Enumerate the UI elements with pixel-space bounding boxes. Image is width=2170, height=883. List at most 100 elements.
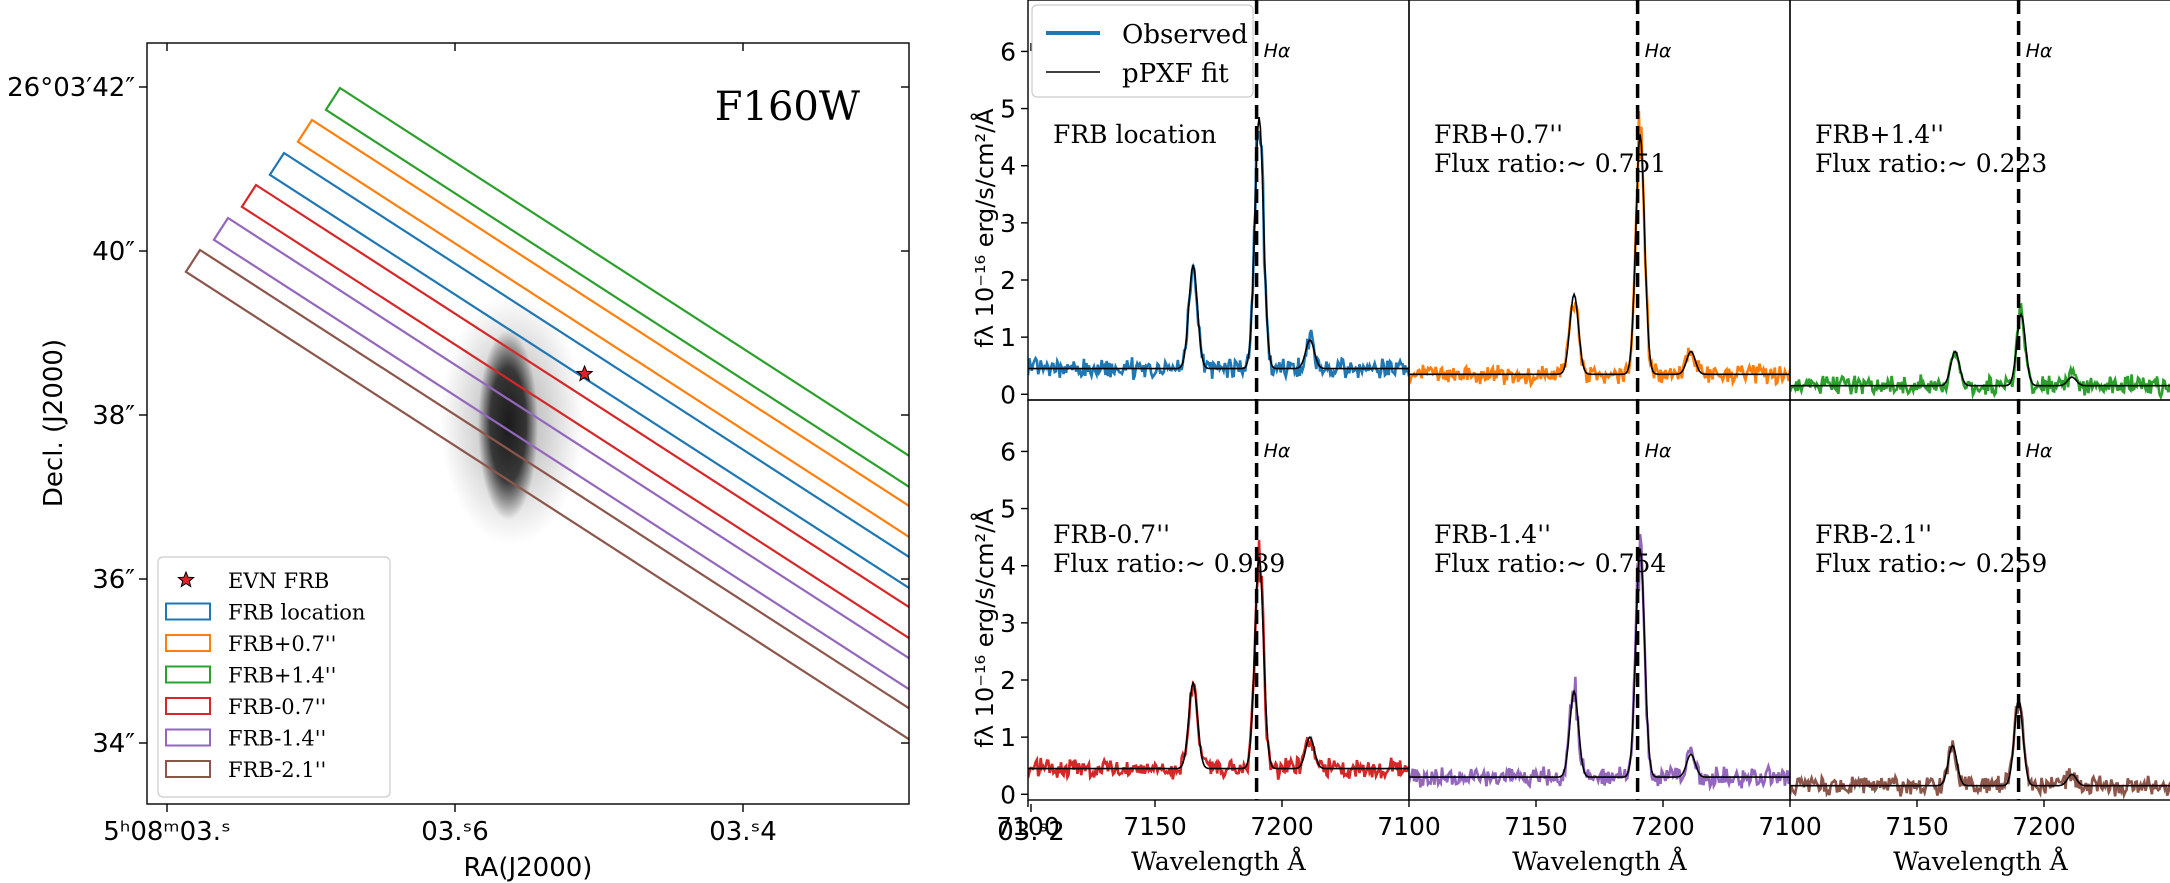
flux-axis-label-top: fλ 10⁻¹⁶ erg/s/cm²/Å [970, 108, 999, 348]
flux-ratio-label: Flux ratio:~ 0.259 [1815, 549, 2047, 578]
image-frame [146, 42, 910, 805]
flux-tick-label: 5 [1000, 495, 1016, 524]
wavelength-axis-label: Wavelength Å [1893, 846, 2068, 876]
wavelength-tick-label: 7150 [1885, 812, 1949, 841]
legend-box-swatch [165, 728, 211, 747]
ppxf-fit-line [1409, 134, 1790, 376]
spectrum-region-label: FRB-2.1'' [1815, 520, 1932, 549]
legend-box-swatch [165, 665, 211, 684]
ppxf-fit-line [1409, 548, 1790, 778]
evn-frb-marker [575, 364, 594, 382]
ppxf-fit-line [1790, 697, 2170, 787]
flux-tick-label: 0 [1000, 380, 1016, 409]
observed-spectrum-line [1409, 111, 1790, 389]
wavelength-tick-label: 7200 [1250, 812, 1314, 841]
wavelength-tick-label: 7150 [1123, 812, 1187, 841]
spectrum-panel: Hα 7100 7150 7200 Wavelength Å FRB-1.4''Flux … [1377, 399, 1791, 876]
slit-box [184, 248, 909, 741]
halpha-label: Hα [1645, 40, 1672, 62]
spectrum-panel: Hα 0 1 2 3 4 5 6 7100 7150 7200 Wavelength Å FRB-0.7… [996, 399, 1410, 876]
spectrum-frame [1789, 0, 2170, 401]
flux-tick-label: 0 [1000, 780, 1016, 809]
flux-ratio-label: Flux ratio:~ 0.754 [1434, 549, 1666, 578]
dec-tick-label: 36″ [92, 565, 135, 595]
spectra-legend-box [1031, 4, 1254, 98]
slit-box [324, 86, 909, 489]
slit-box [268, 151, 909, 590]
spectrum-frame [1027, 399, 1410, 801]
dec-tick-label: 40″ [92, 237, 135, 267]
ra-axis-label: RA(J2000) [464, 853, 593, 883]
wavelength-axis-label: Wavelength Å [1131, 846, 1306, 876]
dec-axis-label: Decl. (J2000) [39, 339, 69, 507]
observed-legend-label: Observed [1122, 20, 1248, 50]
legend-box-swatch [165, 697, 211, 715]
spectrum-region-label: FRB+0.7'' [1434, 120, 1563, 149]
flux-ratio-label: Flux ratio:~ 0.223 [1815, 149, 2047, 178]
galaxy-image [184, 86, 909, 741]
flux-tick-label: 2 [1000, 666, 1016, 695]
slit-boxes [184, 86, 909, 741]
ppxf-legend-label: pPXF fit [1122, 59, 1229, 89]
halpha-label: Hα [2026, 40, 2053, 62]
spectrum-panel: Hα 7100 7150 7200 Wavelength Å FRB-2.1''Flux … [1758, 399, 2170, 876]
spectrum-frame [1789, 399, 2170, 801]
image-legend: EVN FRB FRB location FRB+0.7'' FRB+1.4'' FRB… [157, 556, 391, 798]
ra-tick-label: 03.ˢ4 [709, 817, 777, 847]
flux-tick-label: 5 [1000, 95, 1016, 124]
wavelength-tick-label: 7150 [1504, 812, 1568, 841]
observed-spectrum-line [1790, 700, 2170, 800]
spectrum-region-label: FRB location [1053, 120, 1217, 149]
observed-spectrum-line [1409, 534, 1790, 792]
flux-tick-label: 2 [1000, 266, 1016, 295]
flux-tick-label: 6 [1000, 37, 1016, 66]
observed-spectrum-line [1028, 130, 1409, 382]
spectrum-panel: Hα FRB+1.4''Flux ratio:~ 0.223 [1789, 0, 2170, 401]
ra-tick-label: 03.ˢ6 [421, 817, 489, 847]
ra-tick-label: 5ʰ08ᵐ03.ˢ [103, 817, 230, 847]
legend-star-icon [177, 570, 195, 588]
spectrum-region-label: FRB-1.4'' [1434, 520, 1551, 549]
image-legend-label: FRB+1.4'' [228, 664, 336, 688]
spectrum-frame [1408, 0, 1791, 401]
image-legend-label: FRB+0.7'' [228, 632, 336, 656]
flux-tick-label: 3 [1000, 609, 1016, 638]
spectrum-frame [1408, 399, 1791, 801]
wavelength-tick-label: 7100 [1758, 812, 1822, 841]
flux-tick-label: 1 [1000, 723, 1016, 752]
slit-box [240, 183, 909, 640]
legend-box-swatch [165, 602, 211, 621]
legend-box-swatch [165, 760, 211, 778]
slit-box [296, 118, 909, 539]
wavelength-tick-label: 7200 [2012, 812, 2076, 841]
image-legend-label: FRB-0.7'' [228, 695, 326, 719]
spectrum-region-label: FRB-0.7'' [1053, 520, 1170, 549]
flux-tick-label: 6 [1000, 437, 1016, 466]
dec-tick-label: 26°03′42″ [7, 73, 135, 103]
image-legend-label: FRB-1.4'' [228, 727, 326, 751]
flux-tick-label: 4 [1000, 552, 1016, 581]
image-panel: 5ʰ08ᵐ03.ˢ 03.ˢ6 03.ˢ4 03.ˢ2 26°03′42″ 40″ 38″ 3… [7, 42, 1065, 883]
spectrum-panel: Hα FRB+0.7''Flux ratio:~ 0.751 [1408, 0, 1791, 401]
flux-tick-label: 4 [1000, 152, 1016, 181]
galaxy-core [478, 330, 538, 520]
wavelength-axis-label: Wavelength Å [1512, 846, 1687, 876]
ppxf-fit-line [1028, 117, 1409, 370]
ppxf-fit-line [1790, 312, 2170, 387]
ra-tick-label: 03.ˢ2 [997, 817, 1065, 847]
flux-ratio-label: Flux ratio:~ 0.939 [1053, 549, 1285, 578]
flux-ratio-label: Flux ratio:~ 0.751 [1434, 149, 1666, 178]
image-legend-box [157, 556, 391, 798]
observed-spectrum-line [1028, 540, 1409, 782]
slit-box [212, 216, 909, 691]
halpha-label: Hα [1264, 440, 1291, 462]
spectrum-region-label: FRB+1.4'' [1815, 120, 1944, 149]
image-legend-label: EVN FRB [228, 569, 329, 593]
halpha-label: Hα [1264, 40, 1291, 62]
spectra-legend: Observed pPXF fit [1031, 4, 1254, 98]
ppxf-fit-line [1028, 556, 1409, 770]
dec-tick-label: 34″ [92, 729, 135, 759]
halpha-label: Hα [1645, 440, 1672, 462]
flux-axis-label-bottom: fλ 10⁻¹⁶ erg/s/cm²/Å [970, 508, 999, 748]
